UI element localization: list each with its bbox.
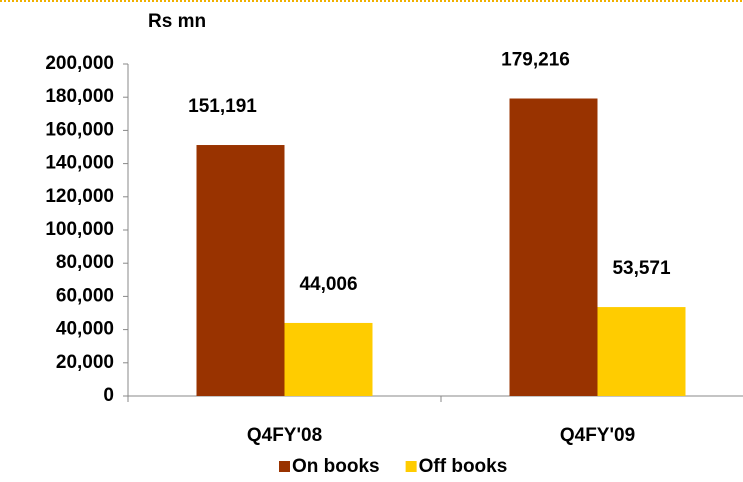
bar (196, 145, 285, 396)
bar (284, 322, 373, 396)
y-tick-label: 120,000 (45, 186, 114, 207)
y-tick-label: 180,000 (45, 86, 114, 107)
data-label: 179,216 (501, 50, 570, 71)
y-tick-label: 200,000 (45, 53, 114, 74)
x-tick-label: Q4FY'09 (560, 425, 635, 446)
legend-label: Off books (419, 456, 508, 477)
y-tick-label: 60,000 (56, 285, 114, 306)
legend-swatch (405, 461, 417, 472)
y-axis-label: Rs mn (148, 11, 206, 32)
bar (597, 307, 686, 396)
data-label: 44,006 (299, 274, 357, 295)
y-tick-label: 100,000 (45, 219, 114, 240)
legend-label: On books (292, 456, 380, 477)
y-tick-label: 80,000 (56, 252, 114, 273)
y-tick-label: 0 (103, 385, 114, 406)
y-tick-label: 40,000 (56, 319, 114, 340)
y-tick-label: 160,000 (45, 119, 114, 140)
data-label: 151,191 (188, 96, 257, 117)
x-tick-label: Q4FY'08 (247, 425, 322, 446)
y-tick-label: 140,000 (45, 153, 114, 174)
y-tick-label: 20,000 (56, 352, 114, 373)
legend-swatch (279, 461, 290, 472)
data-label: 53,571 (612, 258, 671, 279)
bar (509, 98, 598, 397)
